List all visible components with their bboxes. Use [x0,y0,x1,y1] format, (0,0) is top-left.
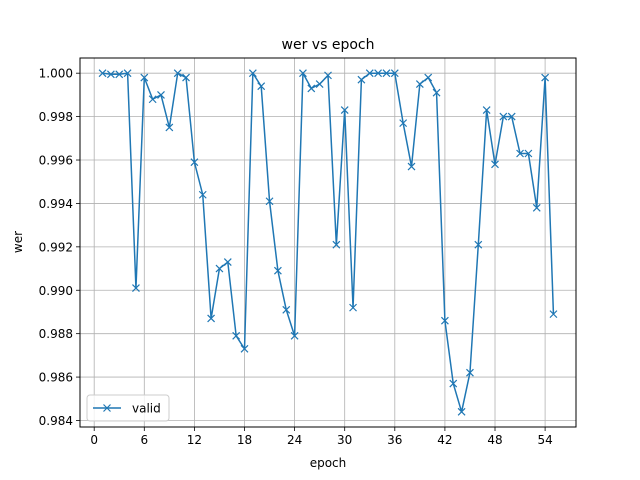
data-point-marker [474,240,483,249]
data-point-marker [132,284,140,293]
legend: valid [86,394,170,422]
data-point-marker [466,368,474,377]
data-point-marker [182,73,190,82]
y-tick-label: 0.994 [39,197,73,211]
data-point-marker [340,106,349,115]
data-point-marker [374,69,383,78]
data-point-marker [491,160,499,169]
data-point-marker [482,106,491,115]
x-axis-label: epoch [310,456,347,470]
data-point-marker [198,190,207,199]
y-tick-label: 0.998 [39,110,73,124]
data-point-marker [549,310,558,319]
ticks: 0 6 12 18 24 30 36 42 48 54 0.984 0.986 0.988 0.990 0.… [39,67,553,447]
y-tick-label: 0.986 [39,371,73,385]
data-point-marker [215,264,224,273]
data-point-marker [98,69,107,78]
y-tick-label: 0.992 [39,240,73,254]
x-tick-label: 48 [487,433,502,447]
chart-title: wer vs epoch [282,37,375,53]
data-point-marker [165,123,174,132]
data-point-marker [232,331,241,340]
data-point-marker [449,379,458,388]
data-point-marker [541,73,550,82]
data-point-marker [507,112,516,121]
plot-area [80,58,576,427]
data-point-marker [399,119,408,128]
data-point-marker [257,82,266,91]
x-tick-label: 6 [140,433,148,447]
data-point-marker [432,88,441,97]
data-point-marker [424,73,433,82]
y-tick-label: 0.990 [39,284,73,298]
data-point-marker [273,266,282,275]
data-point-marker [148,95,157,104]
x-tick-label: 30 [337,433,352,447]
x-tick-label: 36 [387,433,402,447]
data-point-marker [223,258,232,266]
grid [80,58,576,427]
data-point-marker [207,314,216,323]
data-point-marker [349,303,357,312]
y-tick-label: 0.996 [39,154,73,168]
data-point-marker [140,73,149,82]
y-tick-label: 0.984 [39,414,73,428]
x-tick-label: 42 [437,433,452,447]
data-point-marker [332,240,341,249]
plot-frame [79,57,577,428]
data-point-marker [299,69,307,78]
data-point-marker [265,197,274,206]
data-point-marker [282,305,291,314]
y-tick-label: 1.000 [39,67,73,81]
data-point-marker [123,69,132,78]
data-point-marker [315,80,324,88]
x-tick-label: 54 [537,433,552,447]
legend-box [86,394,170,422]
data-point-marker [524,149,533,158]
data-point-marker [157,90,165,99]
data-point-marker [390,69,399,78]
data-point-marker [516,149,524,158]
y-axis-label: wer [11,231,25,253]
data-point-marker [365,69,374,78]
data-point-marker [357,75,366,84]
data-point-marker [248,69,257,78]
legend-marker-x [103,404,111,412]
series-layer [98,69,558,416]
data-point-marker [407,162,416,171]
legend-label-valid: valid [132,402,161,416]
x-tick-label: 24 [287,433,302,447]
data-point-marker [324,71,332,80]
data-point-marker [415,80,424,88]
data-point-marker [307,84,316,93]
data-point-marker [106,70,115,79]
x-tick-label: 12 [187,433,202,447]
x-tick-label: 18 [237,433,252,447]
data-point-marker [115,70,124,79]
data-point-marker [290,331,299,340]
y-tick-label: 0.988 [39,327,73,341]
data-point-marker [190,158,199,167]
data-point-marker [382,69,391,78]
x-tick-label: 0 [90,433,98,447]
data-point-marker [532,203,541,212]
data-point-marker [173,69,182,78]
data-point-marker [240,344,249,353]
data-point-marker [499,112,508,121]
data-point-marker [457,407,466,416]
data-point-marker [440,316,449,325]
